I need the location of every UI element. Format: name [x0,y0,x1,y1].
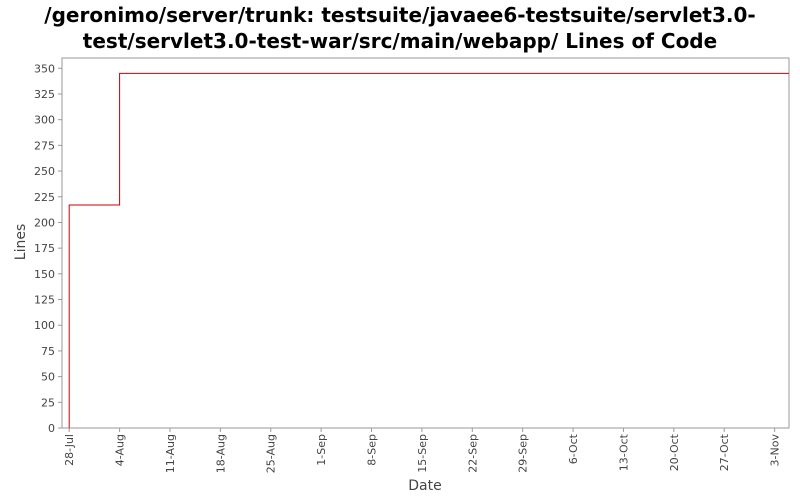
x-tick-label: 27-Oct [718,433,731,471]
chart-title: /geronimo/server/trunk: testsuite/javaee… [0,2,800,54]
y-tick-label: 250 [34,165,55,178]
x-tick-label: 22-Sep [466,434,479,473]
x-tick-label: 13-Oct [617,433,630,471]
x-tick-label: 8-Sep [366,434,379,466]
y-tick-label: 50 [41,371,55,384]
series-line [68,72,789,428]
y-tick-label: 75 [41,345,55,358]
y-tick-label: 150 [34,268,55,281]
x-tick-label: 15-Sep [416,434,429,473]
y-tick-label: 225 [34,191,55,204]
y-tick-label: 200 [34,216,55,229]
y-tick-label: 350 [34,62,55,75]
x-tick-label: 29-Sep [517,434,530,473]
x-tick-label: 25-Aug [265,434,278,473]
y-tick-label: 325 [34,88,55,101]
y-axis-label: Lines [13,224,29,260]
y-tick-label: 0 [48,422,55,435]
x-tick-label: 20-Oct [668,433,681,471]
y-tick-label: 300 [34,114,55,127]
x-tick-label: 3-Nov [769,434,782,467]
y-tick-label: 275 [34,139,55,152]
chart-title-line-2: test/servlet3.0-test-war/src/main/webapp… [82,29,718,53]
x-tick-label: 11-Aug [164,434,177,473]
x-tick-label: 4-Aug [114,434,127,466]
y-tick-label: 125 [34,294,55,307]
x-tick-label: 18-Aug [214,434,227,473]
plot-area [61,57,790,429]
y-tick-label: 175 [34,242,55,255]
x-tick-label: 6-Oct [567,433,580,464]
chart-title-line-1: /geronimo/server/trunk: testsuite/javaee… [44,3,756,27]
y-tick-label: 100 [34,319,55,332]
x-tick-label: 28-Jul [63,434,76,466]
x-axis-label: Date [408,478,441,494]
x-tick-label: 1-Sep [315,434,328,466]
y-tick-label: 25 [41,396,55,409]
